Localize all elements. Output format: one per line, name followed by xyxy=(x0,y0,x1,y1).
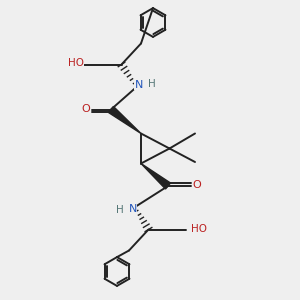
Text: HO: HO xyxy=(190,224,207,235)
Text: O: O xyxy=(82,104,91,115)
Text: N: N xyxy=(135,80,143,90)
Polygon shape xyxy=(141,164,170,189)
Text: H: H xyxy=(116,205,123,215)
Text: O: O xyxy=(192,180,201,190)
Text: N: N xyxy=(128,204,137,214)
Text: HO: HO xyxy=(68,58,84,68)
Text: H: H xyxy=(148,79,156,89)
Polygon shape xyxy=(109,106,141,134)
